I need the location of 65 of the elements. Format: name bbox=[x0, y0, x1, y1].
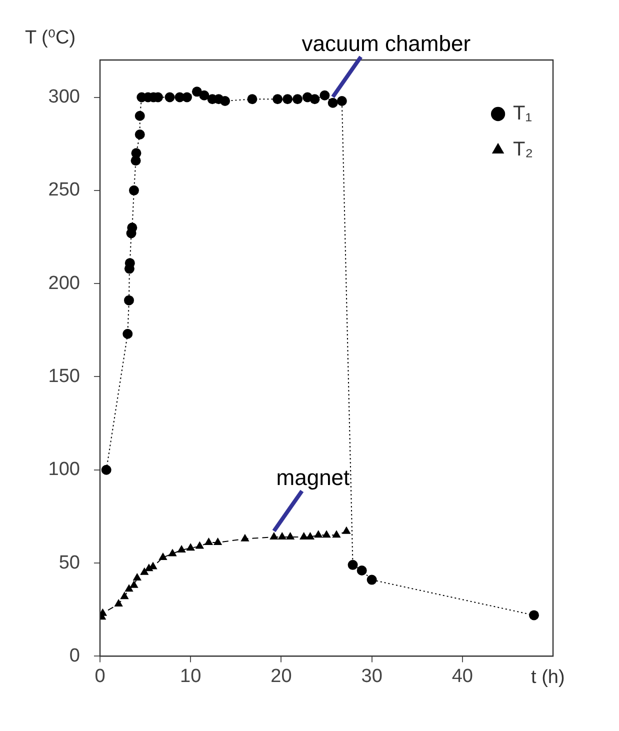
point bbox=[286, 532, 295, 540]
x-tick-label: 30 bbox=[361, 666, 382, 687]
point bbox=[124, 584, 134, 592]
point bbox=[124, 295, 134, 306]
point bbox=[128, 185, 139, 196]
point bbox=[158, 552, 168, 560]
point bbox=[282, 94, 293, 104]
point bbox=[131, 148, 142, 158]
point bbox=[366, 574, 377, 585]
legend-label: T₁ bbox=[513, 102, 532, 125]
point bbox=[213, 538, 222, 546]
point bbox=[114, 599, 123, 607]
point bbox=[528, 610, 539, 620]
y-tick-label: 100 bbox=[48, 459, 80, 480]
point bbox=[164, 92, 175, 102]
point bbox=[332, 530, 341, 538]
x-tick-label: 20 bbox=[270, 666, 292, 687]
point bbox=[130, 580, 138, 588]
point bbox=[199, 90, 210, 100]
point bbox=[186, 543, 195, 551]
point bbox=[272, 94, 283, 104]
x-axis-title: t (h) bbox=[531, 666, 565, 688]
point bbox=[328, 98, 338, 108]
point bbox=[168, 548, 177, 556]
point bbox=[182, 92, 192, 102]
point bbox=[356, 565, 367, 576]
point bbox=[192, 86, 202, 97]
point bbox=[314, 530, 323, 538]
y-tick-label: 200 bbox=[48, 272, 80, 294]
point bbox=[134, 110, 145, 121]
point bbox=[122, 328, 133, 339]
y-tick-label: 50 bbox=[58, 552, 80, 574]
y-tick-label: 0 bbox=[69, 645, 80, 666]
point bbox=[177, 545, 186, 552]
point bbox=[270, 532, 278, 540]
annotation: magnet bbox=[276, 464, 350, 490]
y-axis-title: T (⁰C) bbox=[25, 28, 76, 49]
x-tick-label: 10 bbox=[180, 666, 202, 687]
point bbox=[322, 530, 331, 538]
point bbox=[134, 130, 145, 140]
point bbox=[100, 608, 108, 616]
point bbox=[127, 222, 138, 233]
annotation: vacuum chamber bbox=[302, 30, 471, 56]
point bbox=[101, 464, 112, 475]
point bbox=[195, 541, 204, 549]
point bbox=[204, 538, 214, 546]
point bbox=[348, 560, 358, 570]
legend-label: T₂ bbox=[513, 138, 534, 161]
x-tick-label: 40 bbox=[452, 666, 473, 687]
x-tick-label: 0 bbox=[94, 666, 106, 687]
point bbox=[247, 94, 258, 104]
point bbox=[292, 94, 303, 104]
y-tick-label: 150 bbox=[48, 366, 80, 387]
y-tick-label: 300 bbox=[48, 86, 80, 108]
point bbox=[320, 90, 330, 100]
point bbox=[278, 532, 286, 540]
point bbox=[240, 534, 250, 542]
point bbox=[220, 96, 230, 106]
point bbox=[336, 96, 347, 106]
point bbox=[140, 567, 149, 575]
point bbox=[132, 572, 142, 580]
y-tick-label: 250 bbox=[48, 180, 80, 201]
point bbox=[342, 526, 351, 534]
point bbox=[310, 94, 320, 104]
point bbox=[120, 592, 129, 600]
